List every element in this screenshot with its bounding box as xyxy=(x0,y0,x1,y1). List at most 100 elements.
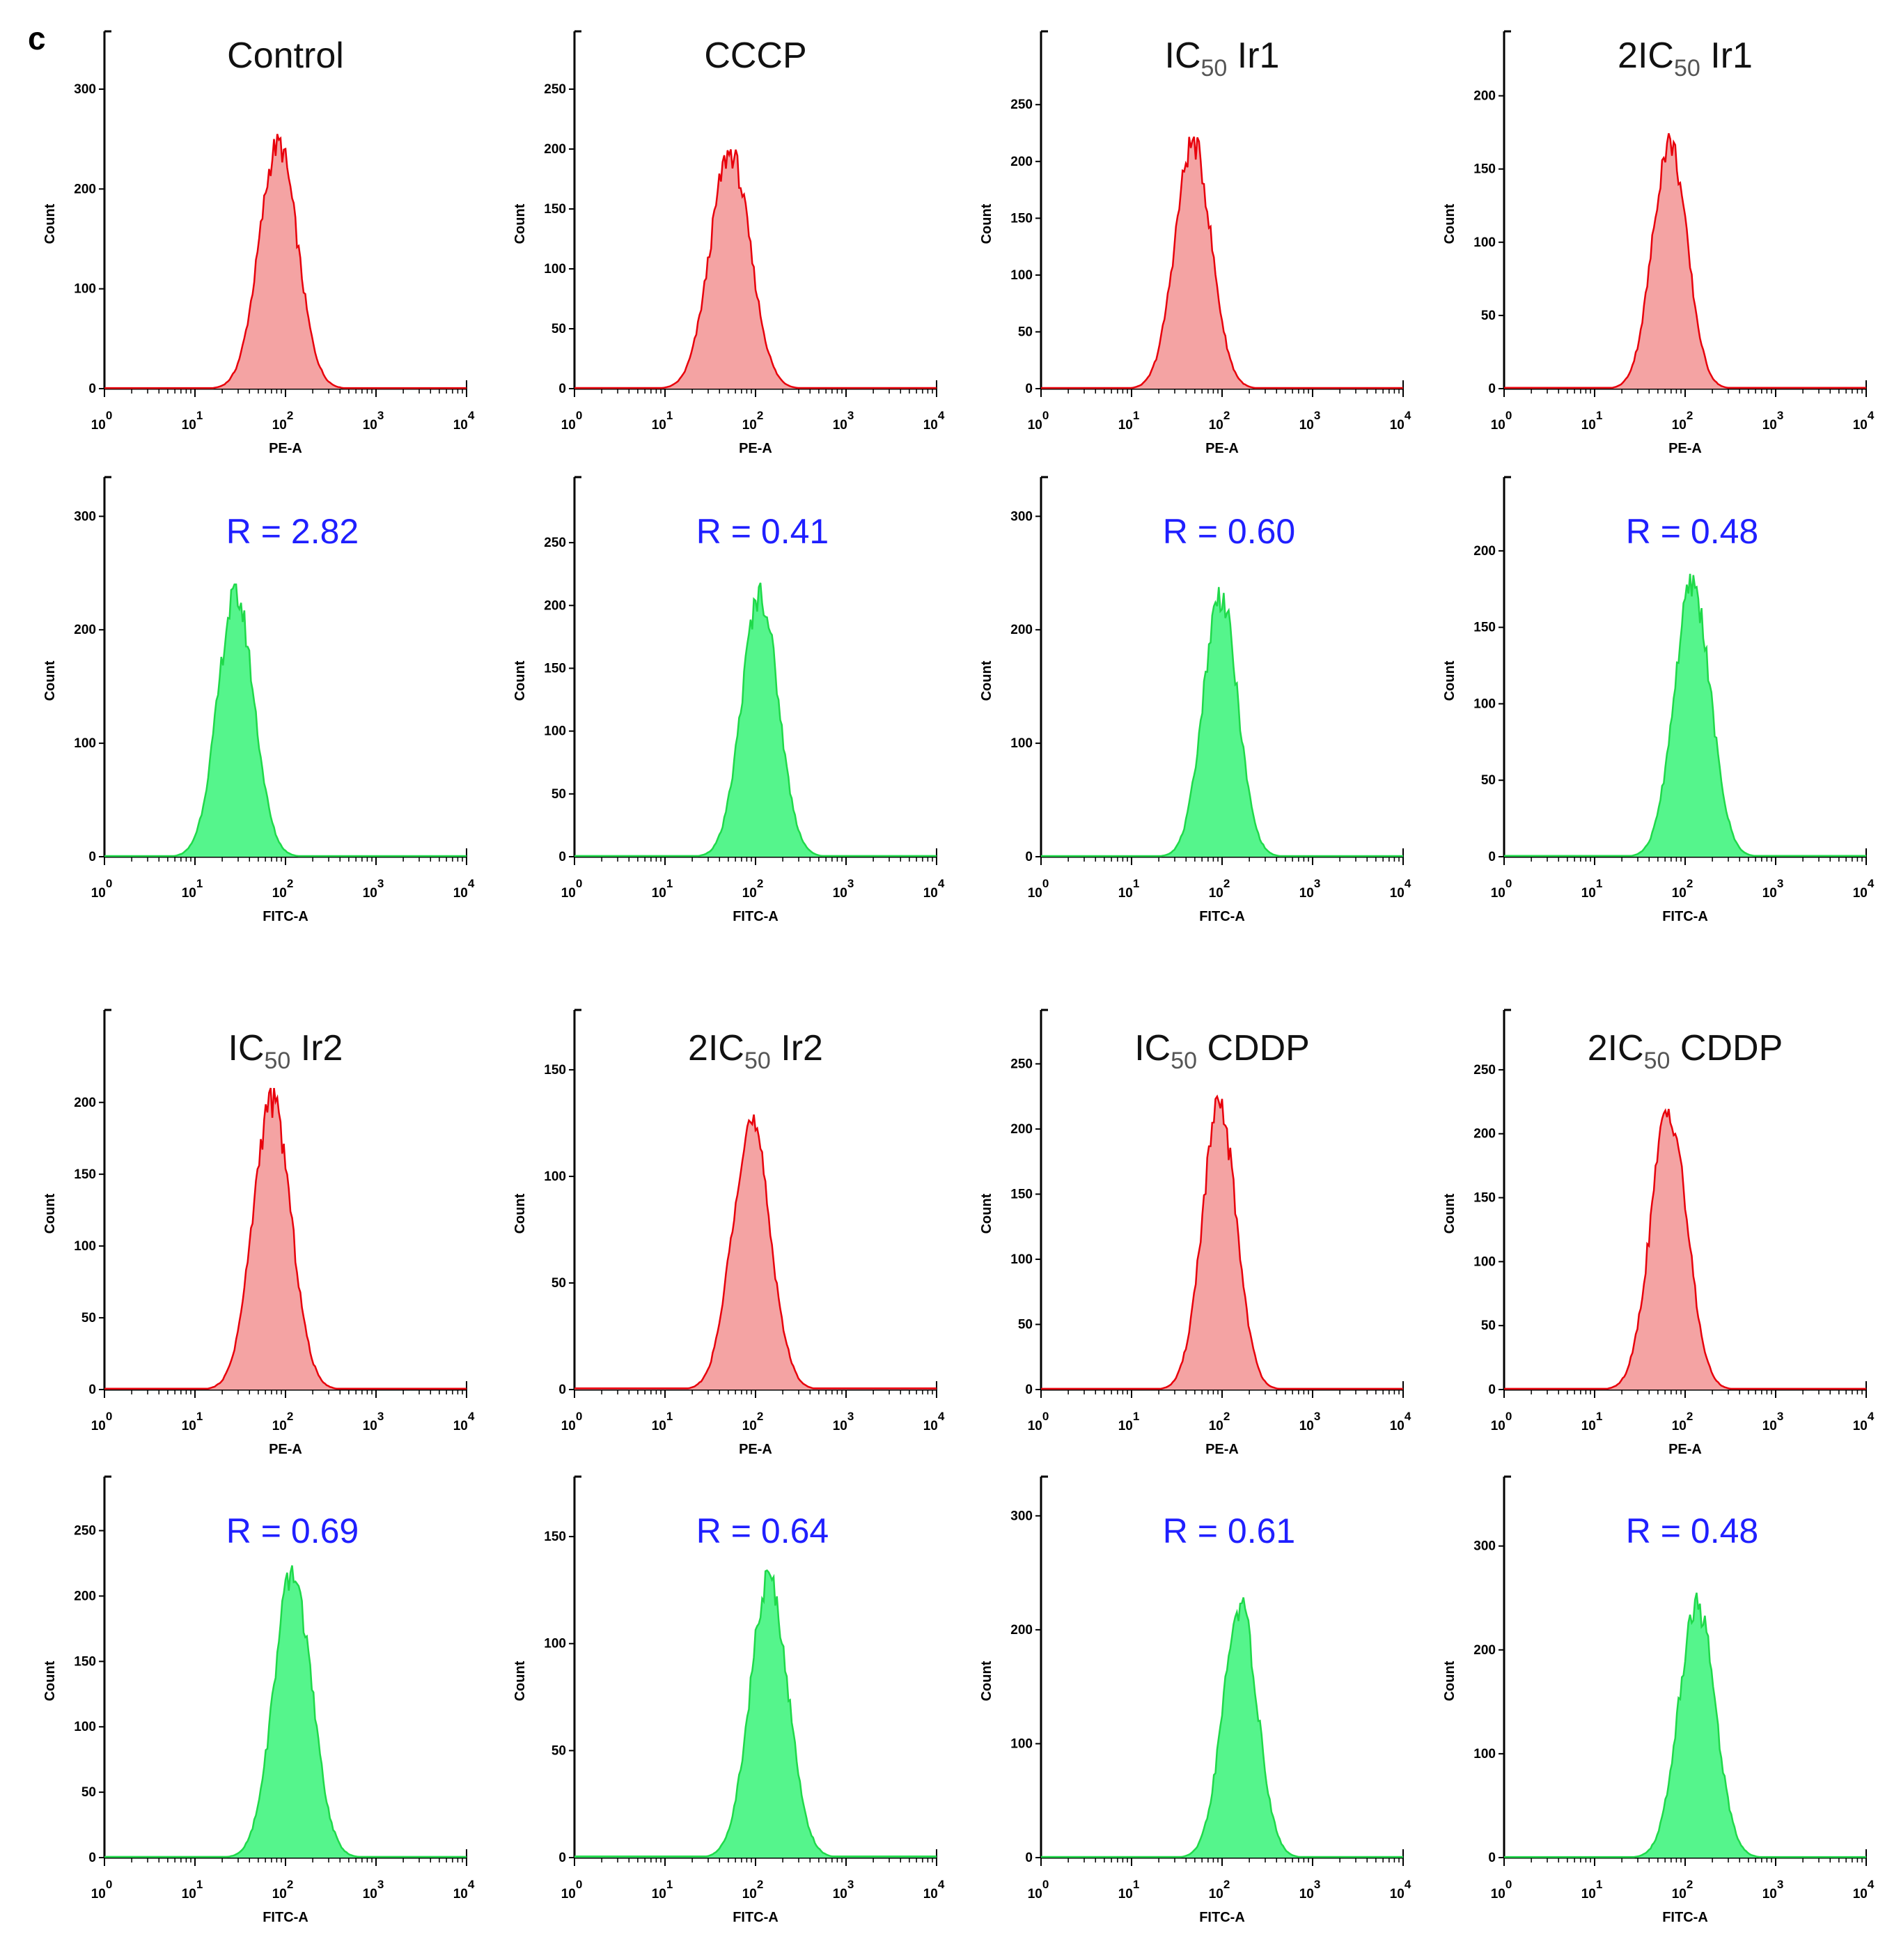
x-tick-base: 10 xyxy=(833,418,847,433)
histogram-panel-12: 2IC50 CDDP050100150200250Count1001011021… xyxy=(1442,1009,1875,1457)
x-tick-base: 10 xyxy=(363,418,377,433)
x-tick-base: 10 xyxy=(1853,418,1868,433)
x-tick-label: 103 xyxy=(1299,1878,1321,1901)
x-tick-base: 10 xyxy=(182,1887,196,1901)
x-tick-exponent: 0 xyxy=(1505,1410,1512,1423)
x-tick-label: 104 xyxy=(1853,877,1875,901)
y-tick-label: 150 xyxy=(74,1654,96,1669)
y-tick-label: 200 xyxy=(1010,623,1033,637)
histogram-panel-11: IC50 CDDP050100150200250Count10010110210… xyxy=(979,1009,1411,1457)
x-tick-label: 100 xyxy=(1028,1410,1049,1433)
x-tick-label: 104 xyxy=(453,1878,475,1901)
x-tick-label: 104 xyxy=(923,1878,945,1901)
title-subscript: 50 xyxy=(1171,1048,1197,1074)
x-tick-label: 103 xyxy=(363,1878,384,1901)
title-subscript: 50 xyxy=(1644,1048,1671,1074)
x-tick-exponent: 4 xyxy=(938,1878,945,1891)
ratio-label: R = 0.41 xyxy=(696,512,829,551)
y-tick-label: 200 xyxy=(1010,1623,1033,1638)
x-tick-base: 10 xyxy=(742,1419,757,1433)
x-tick-label: 101 xyxy=(652,877,673,901)
x-tick-label: 104 xyxy=(453,877,475,901)
x-tick-base: 10 xyxy=(742,1887,757,1901)
y-tick-label: 100 xyxy=(1010,268,1033,283)
x-tick-exponent: 1 xyxy=(1596,1410,1602,1423)
x-tick-exponent: 3 xyxy=(377,1878,384,1891)
histogram-panel-6: R = 0.41050100150200250Count100101102103… xyxy=(513,476,945,924)
y-tick-label: 100 xyxy=(1473,1254,1496,1269)
x-tick-base: 10 xyxy=(91,1419,106,1433)
x-tick-exponent: 3 xyxy=(1777,409,1783,422)
y-axis-label: Count xyxy=(979,660,994,701)
x-tick-label: 102 xyxy=(742,877,764,901)
y-tick-label: 250 xyxy=(544,536,566,550)
x-tick-exponent: 0 xyxy=(106,1878,112,1891)
ratio-label: R = 0.60 xyxy=(1163,512,1295,551)
y-tick-label: 150 xyxy=(544,202,566,217)
histogram-line xyxy=(1504,573,1866,857)
histogram-line xyxy=(104,134,467,389)
histogram-panel-2: CCCP050100150200250Count100101102103104P… xyxy=(513,30,945,456)
x-tick-exponent: 3 xyxy=(377,877,384,890)
x-tick-base: 10 xyxy=(1028,886,1042,901)
x-tick-exponent: 0 xyxy=(106,1410,112,1423)
y-tick-label: 100 xyxy=(1010,1252,1033,1267)
x-tick-exponent: 4 xyxy=(1405,1410,1411,1423)
histogram-fill xyxy=(1041,1096,1403,1390)
histogram-line xyxy=(1041,1094,1403,1390)
y-tick-label: 150 xyxy=(1473,1191,1496,1206)
title-suffix: Ir2 xyxy=(771,1028,823,1068)
x-axis-label: FITC-A xyxy=(733,1910,779,1925)
histogram-fill xyxy=(1504,133,1866,389)
x-tick-label: 104 xyxy=(923,1410,945,1433)
x-tick-label: 104 xyxy=(453,1410,475,1433)
x-tick-label: 100 xyxy=(91,1410,113,1433)
panel-title: Control xyxy=(227,36,344,76)
panel-title: 2IC50 CDDP xyxy=(1588,1028,1783,1074)
x-tick-base: 10 xyxy=(1491,886,1505,901)
x-tick-base: 10 xyxy=(1209,418,1223,433)
histogram-line xyxy=(1504,1592,1866,1858)
y-tick-label: 100 xyxy=(544,1637,566,1651)
x-tick-base: 10 xyxy=(1390,418,1405,433)
x-tick-base: 10 xyxy=(1581,1419,1596,1433)
x-axis-label: PE-A xyxy=(269,1442,302,1457)
x-axis-label: PE-A xyxy=(1205,441,1239,456)
x-tick-exponent: 4 xyxy=(468,409,475,422)
x-tick-exponent: 2 xyxy=(757,409,763,422)
panel-title: CCCP xyxy=(704,36,806,76)
x-tick-exponent: 2 xyxy=(1687,877,1693,890)
x-tick-exponent: 1 xyxy=(1596,409,1602,422)
x-tick-label: 104 xyxy=(1390,409,1411,433)
y-tick-label: 300 xyxy=(74,509,96,524)
x-tick-base: 10 xyxy=(1853,886,1868,901)
ratio-label: R = 0.64 xyxy=(696,1511,829,1550)
x-tick-base: 10 xyxy=(1853,1419,1868,1433)
y-tick-label: 0 xyxy=(1025,1383,1033,1397)
x-tick-exponent: 2 xyxy=(1687,409,1693,422)
x-tick-label: 101 xyxy=(1118,409,1140,433)
y-tick-label: 100 xyxy=(1473,697,1496,711)
x-tick-exponent: 0 xyxy=(1505,1878,1512,1891)
x-tick-label: 100 xyxy=(1491,409,1512,433)
x-tick-label: 100 xyxy=(1491,877,1512,901)
x-tick-exponent: 3 xyxy=(847,1410,854,1423)
title-suffix: Control xyxy=(227,36,344,76)
x-tick-label: 104 xyxy=(1390,877,1411,901)
x-tick-base: 10 xyxy=(1118,1419,1133,1433)
x-tick-label: 102 xyxy=(272,409,294,433)
x-tick-label: 102 xyxy=(742,1878,764,1901)
x-tick-exponent: 1 xyxy=(1596,1878,1602,1891)
histogram-fill xyxy=(104,1565,467,1858)
x-tick-label: 103 xyxy=(1299,1410,1321,1433)
x-tick-label: 104 xyxy=(1390,1410,1411,1433)
ratio-label: R = 0.48 xyxy=(1626,1511,1758,1550)
x-tick-label: 101 xyxy=(1118,1878,1140,1901)
x-tick-base: 10 xyxy=(272,418,287,433)
histogram-fill xyxy=(1504,1109,1866,1390)
y-tick-label: 0 xyxy=(1488,1851,1496,1865)
x-tick-base: 10 xyxy=(363,1887,377,1901)
histogram-line xyxy=(574,1569,937,1858)
histogram-panel-3: IC50 Ir1050100150200250Count100101102103… xyxy=(979,30,1411,456)
